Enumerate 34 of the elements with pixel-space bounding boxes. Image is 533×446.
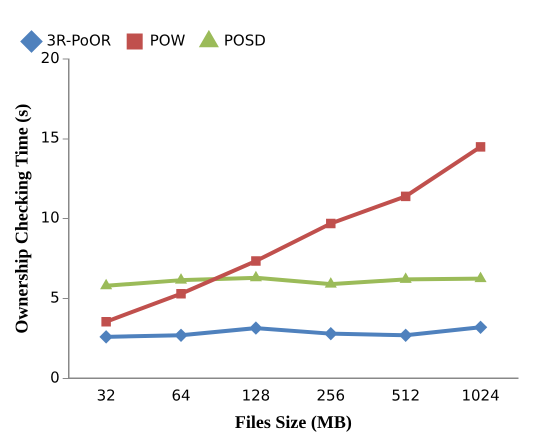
y-tick-label: 10 bbox=[40, 208, 60, 227]
point bbox=[474, 272, 486, 282]
legend-label: POW bbox=[150, 31, 186, 50]
y-tick-label: 0 bbox=[50, 368, 60, 386]
point bbox=[101, 316, 111, 326]
point bbox=[325, 278, 336, 288]
y-tick-label: 20 bbox=[40, 48, 60, 67]
legend-label: 3R-PoOR bbox=[46, 31, 112, 50]
x-tick-label: 256 bbox=[316, 386, 346, 404]
point bbox=[324, 327, 338, 340]
point bbox=[250, 271, 262, 282]
point bbox=[400, 272, 412, 283]
y-tick-label: 15 bbox=[40, 128, 60, 147]
x-tick-label: 128 bbox=[242, 386, 270, 404]
x-tick-label: 64 bbox=[171, 386, 191, 404]
point bbox=[176, 289, 186, 298]
point bbox=[100, 330, 113, 344]
point bbox=[400, 192, 410, 202]
point bbox=[326, 218, 336, 228]
x-tick-label: 1024 bbox=[461, 386, 500, 404]
point bbox=[399, 328, 412, 342]
point bbox=[474, 320, 488, 334]
point bbox=[251, 256, 261, 266]
y-tick-label: 5 bbox=[50, 288, 60, 306]
legend-label: POSD bbox=[224, 31, 266, 50]
x-tick-label: 32 bbox=[96, 386, 116, 404]
point bbox=[249, 322, 262, 335]
x-axis-title: Files Size (MB) bbox=[234, 412, 352, 432]
point bbox=[175, 274, 187, 284]
point bbox=[100, 279, 112, 290]
y-axis-title: Ownership Checking Time (s) bbox=[11, 104, 32, 334]
point bbox=[476, 142, 486, 152]
x-tick-label: 512 bbox=[391, 386, 420, 404]
point bbox=[174, 328, 188, 342]
